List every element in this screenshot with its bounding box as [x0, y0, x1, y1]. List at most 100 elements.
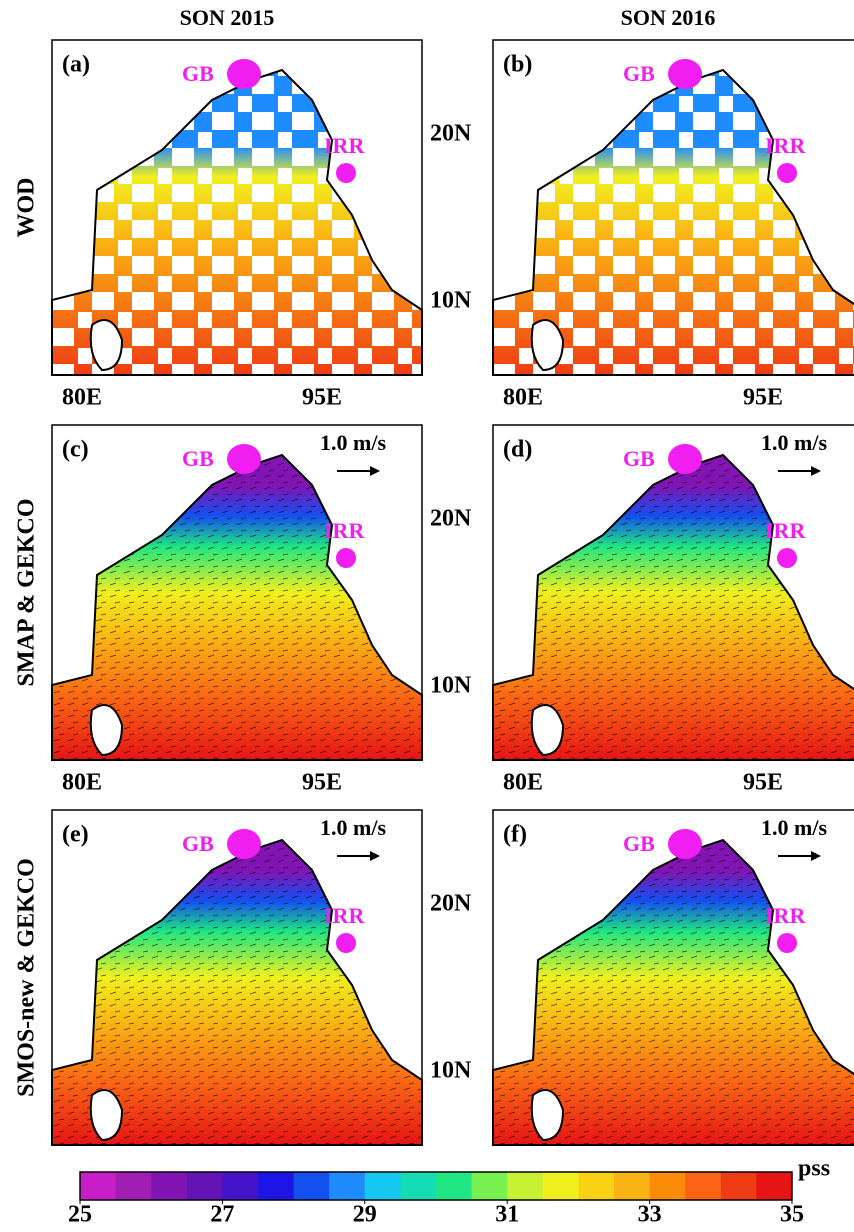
gb-label: GB: [623, 61, 655, 86]
lat-label: 10N: [430, 1058, 472, 1084]
column-title: SON 2015: [180, 5, 275, 30]
irr-label: IRR: [765, 133, 806, 158]
coastline: [492, 68, 854, 376]
gb-marker: [668, 829, 702, 859]
irr-marker: [336, 548, 356, 568]
missing-data: [52, 70, 422, 375]
colorbar-segment: [222, 1172, 259, 1200]
irr-marker: [777, 163, 797, 183]
coastline: [492, 838, 854, 1146]
colorbar-tick-label: 29: [353, 1202, 377, 1228]
colorbar-tick-label: 35: [780, 1202, 804, 1228]
irr-label: IRR: [324, 518, 365, 543]
coastline: [51, 68, 423, 376]
panel-label: (f): [503, 822, 527, 848]
colorbar-segment: [115, 1172, 152, 1200]
map-panel: (b) GB IRR 80E 95E: [492, 39, 854, 411]
sri-lanka: [89, 319, 124, 372]
current-vectors: [52, 455, 422, 760]
map-panel: (c) GB IRR 1.0 m/s 20N 10N 80E 95E: [51, 424, 472, 796]
colorbar-segment: [329, 1172, 366, 1200]
gb-marker: [227, 444, 261, 474]
lat-label: 10N: [430, 288, 472, 314]
sri-lanka: [530, 704, 565, 757]
gb-label: GB: [623, 831, 655, 856]
colorbar-segment: [436, 1172, 473, 1200]
lon-label: 80E: [503, 770, 543, 796]
lon-label: 80E: [62, 385, 102, 411]
gb-marker: [668, 444, 702, 474]
sri-lanka: [530, 1089, 565, 1142]
vector-scale: 1.0 m/s: [761, 430, 827, 455]
panel-label: (c): [62, 437, 89, 463]
current-vectors: [493, 840, 854, 1145]
map-panel: (a) GB IRR 20N 10N 80E 95E: [51, 39, 472, 411]
row-title: WOD: [14, 178, 40, 238]
irr-label: IRR: [324, 133, 365, 158]
panel-frame: [51, 809, 423, 1146]
colorbar-segment: [614, 1172, 651, 1200]
colorbar-segment: [685, 1172, 722, 1200]
colorbar-segment: [258, 1172, 295, 1200]
coastline: [51, 453, 423, 761]
irr-label: IRR: [765, 518, 806, 543]
panel-frame: [492, 424, 854, 761]
colorbar-segment: [400, 1172, 437, 1200]
colorbar-segment: [186, 1172, 223, 1200]
panel-frame: [51, 39, 423, 376]
lon-label: 80E: [62, 770, 102, 796]
colorbar-tick-label: 31: [495, 1202, 519, 1228]
colorbar-segment: [649, 1172, 686, 1200]
vector-scale: 1.0 m/s: [761, 815, 827, 840]
column-title: SON 2016: [621, 5, 716, 30]
lat-label: 20N: [430, 121, 472, 147]
lon-label: 95E: [743, 385, 783, 411]
row-title: SMAP & GEKCO: [14, 498, 40, 686]
lat-label: 20N: [430, 891, 472, 917]
map-panel: (e) GB IRR 1.0 m/s 20N 10N: [51, 809, 472, 1146]
irr-marker: [777, 548, 797, 568]
map-panel: (d) GB IRR 1.0 m/s 80E 95E: [492, 424, 854, 796]
missing-data: [493, 70, 854, 375]
colorbar-unit: pss: [798, 1156, 830, 1182]
vector-scale: 1.0 m/s: [320, 815, 386, 840]
panel-label: (b): [503, 52, 532, 78]
colorbar-segment: [720, 1172, 757, 1200]
panel-label: (a): [62, 52, 90, 78]
vector-scale: 1.0 m/s: [320, 430, 386, 455]
panel-frame: [51, 424, 423, 761]
colorbar-segment: [151, 1172, 188, 1200]
vector-arrowhead: [811, 851, 821, 861]
colorbar-segment: [507, 1172, 544, 1200]
vector-arrowhead: [370, 466, 380, 476]
colorbar-frame: [79, 1171, 793, 1201]
gb-label: GB: [182, 446, 214, 471]
colorbar-tick-label: 33: [638, 1202, 662, 1228]
coastline: [492, 453, 854, 761]
panel-frame: [492, 809, 854, 1146]
current-vectors: [493, 455, 854, 760]
map-panel: (f) GB IRR 1.0 m/s: [492, 809, 854, 1146]
colorbar-segment: [364, 1172, 401, 1200]
lon-label: 95E: [302, 770, 342, 796]
lat-label: 10N: [430, 673, 472, 699]
current-vectors: [52, 840, 422, 1145]
gb-label: GB: [623, 446, 655, 471]
gb-marker: [668, 59, 702, 89]
colorbar-segment: [756, 1172, 793, 1200]
colorbar-segment: [542, 1172, 579, 1200]
lon-label: 95E: [302, 385, 342, 411]
sri-lanka: [89, 704, 124, 757]
panel-frame: [492, 39, 854, 376]
row-title: SMOS-new & GEKCO: [14, 858, 40, 1097]
irr-marker: [777, 933, 797, 953]
gb-label: GB: [182, 61, 214, 86]
coastline: [51, 838, 423, 1146]
colorbar-segment: [578, 1172, 615, 1200]
sri-lanka: [89, 1089, 124, 1142]
irr-label: IRR: [765, 903, 806, 928]
irr-label: IRR: [324, 903, 365, 928]
panel-label: (e): [62, 822, 89, 848]
